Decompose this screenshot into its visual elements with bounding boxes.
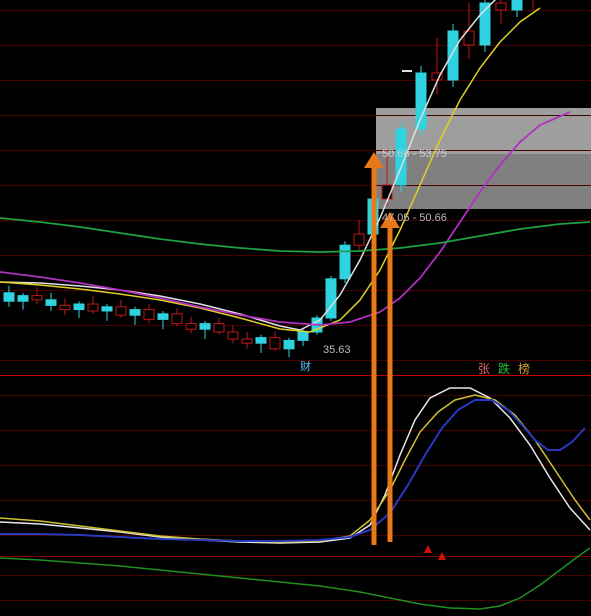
legend-item: 榜 <box>518 360 530 377</box>
legend-item: 张 <box>478 360 490 377</box>
indicator-legend: 张跌榜 <box>478 360 538 377</box>
signal-arrow-icon <box>424 545 432 553</box>
ma-line-ma60 <box>0 218 590 252</box>
ind-white <box>0 388 590 543</box>
chart-svg <box>0 0 591 616</box>
ind-yellow <box>0 395 590 542</box>
price-label: 47.05 - 50.66 <box>382 212 447 224</box>
ind-green <box>0 548 590 609</box>
ma-line-ma5 <box>0 0 540 330</box>
price-label: 财 <box>300 358 311 374</box>
annotation-arrow-head <box>364 152 384 168</box>
price-label: 35.63 <box>323 344 351 356</box>
legend-item: 跌 <box>498 360 510 377</box>
tick-mark <box>402 70 412 72</box>
price-label: 50.66 - 53.75 <box>382 148 447 160</box>
candlestick-chart[interactable]: 50.66 - 53.75 47.05 - 50.66 35.63 财 张跌榜 <box>0 0 591 616</box>
signal-arrow-icon <box>438 552 446 560</box>
ma-line-ma20 <box>0 112 570 325</box>
ind-blue <box>0 400 585 541</box>
